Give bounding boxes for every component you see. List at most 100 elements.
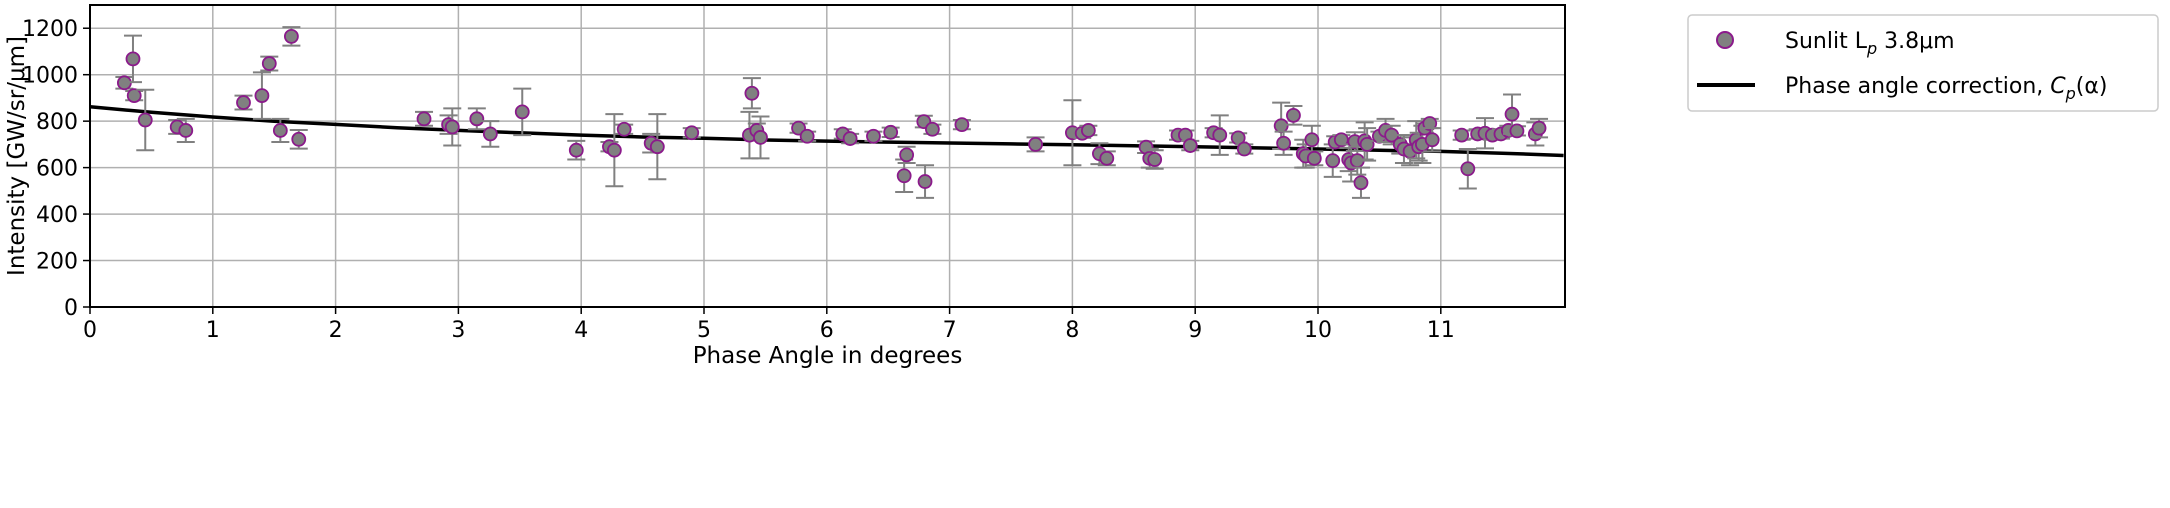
x-tick-label: 8 [1065,318,1079,343]
x-tick-label: 0 [83,318,97,343]
y-tick-label: 200 [36,250,78,275]
y-tick-label: 600 [36,157,78,182]
data-point [1507,123,1526,139]
point-marker [1028,136,1043,152]
data-point [864,128,883,144]
point-marker [1353,175,1369,191]
point-marker [444,119,460,135]
x-tick-label: 9 [1188,318,1202,343]
data-point [1235,141,1254,157]
point-marker [842,131,858,146]
data-points-layer [115,26,1549,199]
point-marker [1531,120,1547,136]
data-point [252,71,271,120]
point-marker [272,123,288,138]
data-point [1274,130,1293,156]
y-tick-label: 400 [36,203,78,228]
point-marker [1325,153,1341,169]
point-marker [137,112,153,128]
data-point [234,94,253,111]
point-marker [1182,138,1198,153]
point-marker [1304,132,1320,148]
data-point [415,110,434,127]
point-marker [568,142,584,158]
data-point [513,87,532,137]
data-point [1181,138,1200,153]
point-marker [925,121,940,137]
point-marker [1273,118,1289,134]
data-point [271,117,290,144]
point-marker [606,142,622,158]
point-marker [126,88,142,103]
x-tick-label: 7 [943,318,957,343]
legend-label-correction: Phase angle correction, Cp(α) [1785,74,2107,103]
x-tick-label: 4 [574,318,588,343]
data-point [916,164,935,199]
x-tick-label: 2 [329,318,343,343]
data-point [289,128,308,150]
x-tick-label: 3 [451,318,465,343]
point-marker [896,168,912,184]
point-marker [1099,150,1115,166]
data-point [1026,136,1045,153]
point-marker [1306,150,1322,166]
legend-box [1687,14,2159,112]
point-marker [416,111,432,127]
data-point [1423,127,1442,153]
x-tick-label: 10 [1304,318,1332,343]
point-marker [1080,123,1096,138]
point-marker [684,125,700,141]
data-point [125,88,144,103]
point-marker [649,139,665,155]
y-tick-label: 1000 [22,64,78,89]
data-point [1305,150,1324,167]
data-point [1145,149,1164,170]
x-axis-title: Phase Angle in degrees [693,343,963,369]
data-point [136,88,155,152]
point-marker [1460,161,1476,177]
point-marker [1276,135,1292,151]
point-marker [514,104,530,120]
point-marker [899,147,915,163]
data-point [1284,105,1303,126]
data-point [895,158,914,194]
point-marker [283,28,299,44]
point-marker [125,51,141,67]
legend-marker-sunlit [1716,31,1734,49]
point-marker [744,85,760,101]
x-tick-label: 5 [697,318,711,343]
data-point [467,107,486,131]
point-marker [866,128,881,144]
point-marker [469,111,485,127]
point-marker [1504,106,1520,122]
x-tick-label: 11 [1427,318,1455,343]
y-tick-label: 0 [64,296,78,321]
point-marker [1454,127,1470,143]
x-tick-label: 6 [820,318,834,343]
point-marker [482,126,498,142]
data-point [1358,127,1377,162]
data-point [798,128,817,144]
data-point [897,145,916,164]
y-tick-label: 800 [36,110,78,135]
data-point [1351,166,1370,199]
point-marker [883,124,899,140]
data-point [260,55,279,72]
point-marker [1422,116,1438,131]
point-marker [1509,123,1525,139]
axis-ticks: 0 1 2 3 4 5 6 7 8 9 10 11 0 200 400 600 800 1000 1200 [22,17,1455,343]
data-point [1345,131,1364,152]
point-marker [1212,127,1228,143]
y-tick-label: 1200 [22,17,78,42]
data-point [923,121,942,137]
point-marker [178,123,194,138]
data-point [123,34,142,84]
point-marker [799,128,815,144]
data-point [682,125,701,141]
data-point [841,131,860,146]
data-point [615,121,634,137]
point-marker [616,121,632,137]
data-point [1229,130,1248,146]
point-marker [261,56,277,71]
